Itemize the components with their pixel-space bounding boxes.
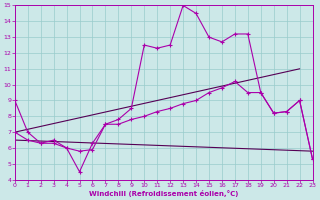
X-axis label: Windchill (Refroidissement éolien,°C): Windchill (Refroidissement éolien,°C) [89,190,238,197]
